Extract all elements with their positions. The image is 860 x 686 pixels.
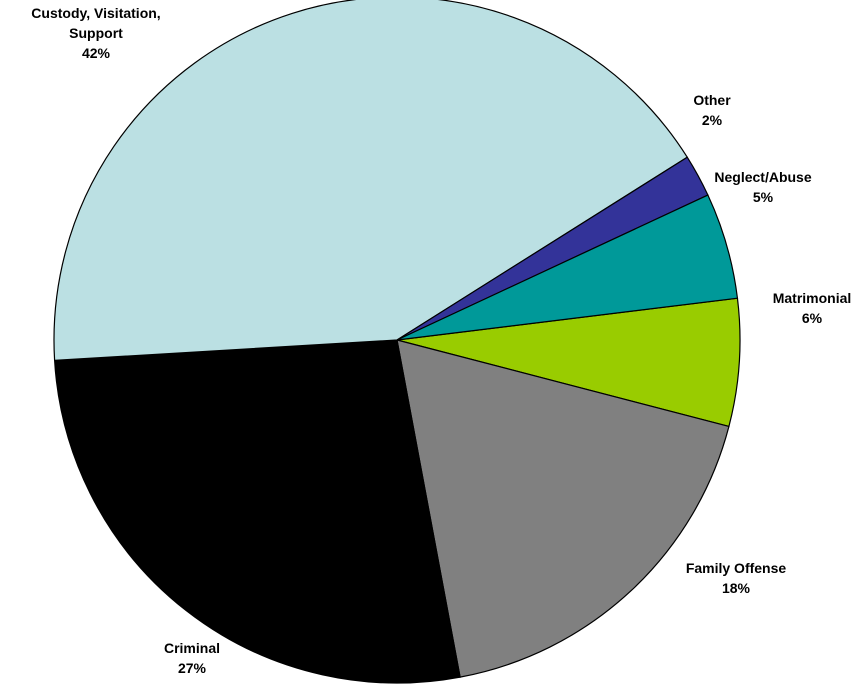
slice-label-family-offense: Family Offense 18%: [686, 560, 787, 596]
pie-slice-matrimonial: [396, 297, 741, 428]
slice-label-other: Other 2%: [693, 92, 731, 128]
slice-label-neglect-abuse: Neglect/Abuse 5%: [714, 169, 811, 205]
slice-label-matrimonial: Matrimonial 6%: [773, 290, 852, 326]
pie-slice-neglect-abuse: [396, 194, 739, 341]
pie-slice-criminal: [53, 339, 461, 684]
pie-slice-custody-visitation-support: [53, 0, 689, 361]
slice-label-criminal: Criminal 27%: [164, 640, 220, 676]
pie-slice-family-offense: [396, 339, 730, 678]
slice-label-custody-visitation-support: Custody, Visitation, Support 42%: [31, 5, 160, 61]
